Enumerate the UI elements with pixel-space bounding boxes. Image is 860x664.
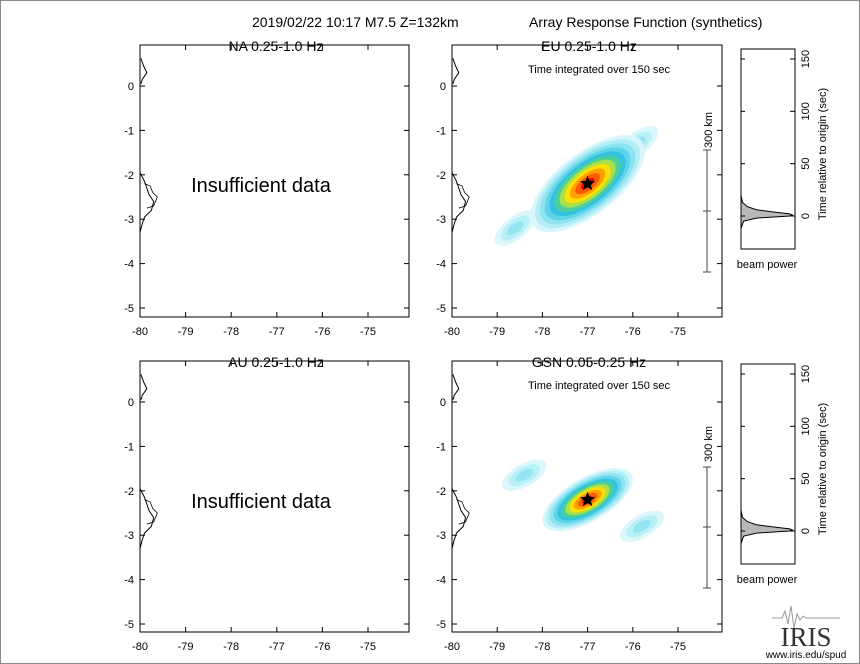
side-lobe xyxy=(506,220,524,236)
y-tick-label-eu: -2 xyxy=(436,170,446,182)
y-tick-label-eu: -4 xyxy=(436,259,446,271)
y-tick-label-na: 0 xyxy=(128,81,134,93)
side-lobe xyxy=(632,519,651,533)
x-tick-label-na: -79 xyxy=(178,326,194,338)
x-tick-label-gsn: -80 xyxy=(444,641,460,653)
x-tick-label-eu: -76 xyxy=(625,326,641,338)
axes-eu: -80 -79 -78 -77 -76 -75 0 -1 -2 -3 -4 -5 xyxy=(436,44,723,338)
panel-title-eu: EU 0.25-1.0 Hz xyxy=(541,38,637,54)
x-tick-label-na: -75 xyxy=(360,326,376,338)
y-tick-label-na: -2 xyxy=(124,170,134,182)
iris-logo-text: IRIS xyxy=(780,622,831,652)
scale-label-gsn: 300 km xyxy=(703,426,715,462)
y-tick-label-au: -1 xyxy=(124,441,134,453)
y-tick-label-eu: -5 xyxy=(436,303,446,315)
beam-tick-label: 100 xyxy=(800,417,812,435)
status-au: Insufficient data xyxy=(191,491,332,513)
x-tick-label-eu: -75 xyxy=(670,326,686,338)
beam-power-curve xyxy=(740,509,794,544)
beam-power-beam-bottom: 0 50 100 150 xyxy=(740,363,812,565)
x-tick-label-gsn: -75 xyxy=(670,641,686,653)
x-tick-label-au: -80 xyxy=(132,641,148,653)
status-na: Insufficient data xyxy=(191,175,332,197)
y-tick-label-na: -3 xyxy=(124,214,134,226)
y-tick-label-au: -5 xyxy=(124,619,134,631)
beam-xlabel-top: beam power xyxy=(737,259,798,271)
y-tick-label-eu: -1 xyxy=(436,125,446,137)
heatmap-eu xyxy=(494,126,659,246)
x-tick-label-na: -76 xyxy=(314,326,330,338)
y-tick-label-eu: 0 xyxy=(440,81,446,93)
x-tick-label-au: -79 xyxy=(178,641,194,653)
axes-na: -80 -79 -78 -77 -76 -75 0 -1 -2 -3 -4 -5 xyxy=(124,44,410,338)
y-tick-label-au: -3 xyxy=(124,530,134,542)
beam-power-curve xyxy=(740,194,794,229)
coastline-au xyxy=(139,374,158,549)
x-tick-label-na: -80 xyxy=(132,326,148,338)
panel-title-na: NA 0.25-1.0 Hz xyxy=(229,38,324,54)
y-tick-label-au: -4 xyxy=(124,575,134,587)
x-tick-label-eu: -79 xyxy=(489,326,505,338)
beam-tick-label: 50 xyxy=(800,158,812,170)
event-label: 2019/02/22 10:17 M7.5 Z=132km xyxy=(252,14,459,30)
y-tick-label-gsn: -2 xyxy=(436,486,446,498)
coastline-eu xyxy=(451,58,470,233)
x-tick-label-na: -77 xyxy=(269,326,285,338)
heatmap-gsn xyxy=(502,459,665,543)
axes-au: -80 -79 -78 -77 -76 -75 0 -1 -2 -3 -4 -5 xyxy=(124,360,410,653)
side-lobe xyxy=(515,468,534,482)
beam-tick-label: 50 xyxy=(800,473,812,485)
y-tick-label-au: 0 xyxy=(128,397,134,409)
beam-tick-label: 100 xyxy=(800,102,812,120)
figure-title: Array Response Function (synthetics) xyxy=(529,14,762,30)
x-tick-label-au: -76 xyxy=(314,641,330,653)
y-tick-label-au: -2 xyxy=(124,486,134,498)
y-tick-label-na: -5 xyxy=(124,303,134,315)
x-tick-label-eu: -77 xyxy=(580,326,596,338)
y-tick-label-eu: -3 xyxy=(436,214,446,226)
note-gsn: Time integrated over 150 sec xyxy=(528,380,671,392)
x-tick-label-eu: -78 xyxy=(534,326,550,338)
x-tick-label-au: -75 xyxy=(360,641,376,653)
iris-logo: IRIS xyxy=(772,605,840,652)
coastline-na xyxy=(139,58,158,233)
beam-tick-label: 150 xyxy=(800,365,812,383)
y-tick-label-gsn: -3 xyxy=(436,530,446,542)
x-tick-label-gsn: -77 xyxy=(580,641,596,653)
beam-tick-label: 0 xyxy=(800,213,812,219)
beam-tick-label: 0 xyxy=(800,528,812,534)
panel-title-gsn: GSN 0.05-0.25 Hz xyxy=(532,354,646,370)
y-tick-label-gsn: -4 xyxy=(436,575,446,587)
beam-ylabel-bottom: Time relative to origin (sec) xyxy=(817,403,829,535)
y-tick-label-gsn: 0 xyxy=(440,397,446,409)
scale-label-eu: 300 km xyxy=(703,112,715,148)
coastline-gsn xyxy=(451,374,470,549)
beam-tick-label: 150 xyxy=(800,50,812,68)
beam-xlabel-bottom: beam power xyxy=(737,574,798,586)
x-tick-label-eu: -80 xyxy=(444,326,460,338)
note-eu: Time integrated over 150 sec xyxy=(528,64,671,76)
x-tick-label-gsn: -79 xyxy=(489,641,505,653)
scale-bar-eu xyxy=(703,149,711,273)
scale-bar-gsn xyxy=(703,466,711,589)
beam-power-beam-top: 0 50 100 150 xyxy=(740,48,812,250)
epicenter-star-icon xyxy=(580,175,596,191)
y-tick-label-gsn: -5 xyxy=(436,619,446,631)
x-tick-label-au: -77 xyxy=(269,641,285,653)
axes-gsn: -80 -79 -78 -77 -76 -75 0 -1 -2 -3 -4 -5 xyxy=(436,360,723,653)
y-tick-label-na: -4 xyxy=(124,259,134,271)
x-tick-label-na: -78 xyxy=(223,326,239,338)
iris-url: www.iris.edu/spud xyxy=(765,650,847,661)
beam-ylabel-top: Time relative to origin (sec) xyxy=(817,88,829,220)
x-tick-label-gsn: -76 xyxy=(625,641,641,653)
x-tick-label-gsn: -78 xyxy=(534,641,550,653)
panel-title-au: AU 0.25-1.0 Hz xyxy=(228,354,324,370)
y-tick-label-na: -1 xyxy=(124,125,134,137)
epicenter-star-icon xyxy=(580,491,596,507)
x-tick-label-au: -78 xyxy=(223,641,239,653)
y-tick-label-gsn: -1 xyxy=(436,441,446,453)
